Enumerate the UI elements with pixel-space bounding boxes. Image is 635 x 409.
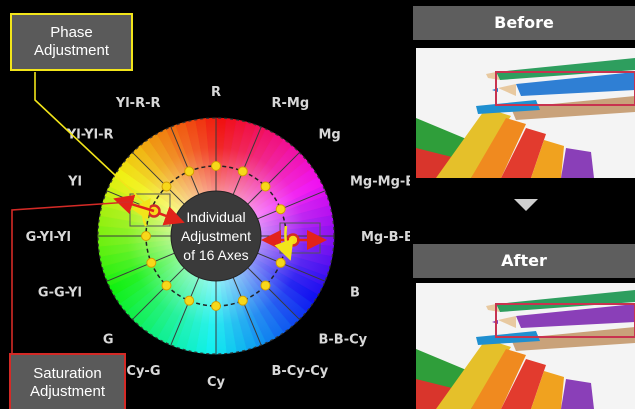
axis-label: Mg-B-B: [361, 230, 410, 245]
axis-label: B-Cy-Cy: [272, 364, 329, 379]
phase-adjustment-callout: Phase Adjustment: [10, 13, 133, 71]
saturation-label-line2: Adjustment: [29, 383, 106, 400]
axis-spoke: [132, 267, 185, 320]
axis-label: G: [103, 333, 114, 348]
axis-dot: [211, 301, 221, 311]
axis-spoke: [257, 252, 326, 282]
axis-dot: [237, 295, 248, 306]
mgbb-arc-arrow: [274, 225, 294, 261]
axis-dot: [275, 204, 286, 215]
after-header: After: [413, 244, 635, 278]
axis-dot: [184, 166, 195, 177]
axis-label: Mg: [319, 128, 341, 143]
axis-dot: [141, 231, 151, 241]
down-arrow-icon: [514, 199, 538, 211]
axis-label: Cy: [207, 375, 226, 390]
axis-dot: [184, 295, 195, 306]
axis-dot: [146, 257, 157, 268]
axis-label: Yl-Yl-R: [66, 128, 114, 143]
axis-dot: [237, 166, 248, 177]
after-highlight-box: [495, 303, 635, 338]
phase-label-line2: Adjustment: [33, 42, 110, 59]
after-pencils-photo: [416, 283, 635, 409]
mgbb-selected-dot: [286, 233, 300, 247]
axis-dot: [211, 161, 221, 171]
axis-spoke: [170, 126, 200, 195]
saturation-label-line1: Saturation: [33, 365, 102, 382]
axis-dot: [260, 280, 271, 291]
axis-spoke: [232, 126, 262, 195]
axis-label: R: [211, 85, 221, 100]
center-label-line1: Individual: [186, 209, 245, 225]
axis-spoke: [232, 277, 262, 346]
axis-spoke: [106, 252, 175, 282]
axis-spoke: [247, 267, 300, 320]
outer-dashed-ring: [97, 117, 335, 355]
pencils-image-before: [416, 48, 635, 178]
axis-label: Cy-G: [126, 364, 160, 379]
axis-spoke: [132, 152, 185, 205]
axis-label: B-B-Cy: [319, 333, 368, 348]
phase-leader-line: [34, 72, 149, 207]
axis-spoke: [257, 190, 326, 220]
saturation-arrow-in: [157, 206, 185, 226]
axis-label: Yl-R-R: [115, 96, 161, 111]
axis-dot: [161, 181, 172, 192]
phase-label-line1: Phase: [50, 24, 93, 41]
color-wheel-diagram: Individual Adjustment of 16 Axes R R-Mg Mg…: [11, 72, 410, 390]
axis-spoke: [170, 277, 200, 346]
axis-label: G-G-Yl: [38, 286, 82, 301]
before-pencils-photo: [416, 48, 635, 178]
before-highlight-box: [495, 71, 635, 106]
axis-label: B: [350, 286, 360, 301]
center-label-line2: Adjustment: [181, 228, 251, 244]
before-header: Before: [413, 6, 635, 40]
saturation-leader-line: [11, 201, 131, 353]
axis-dot: [161, 280, 172, 291]
center-label-line3: of 16 Axes: [183, 247, 248, 263]
axis-spoke: [247, 152, 300, 205]
axis-label: G-Yl-Yl: [26, 230, 71, 245]
pencils-image-after: [416, 283, 635, 409]
axis-dot: [275, 257, 286, 268]
saturation-adjustment-callout: Saturation Adjustment: [9, 353, 126, 409]
axis-label: Mg-Mg-B: [350, 175, 410, 190]
axis-dot: [260, 181, 271, 192]
axis-label: R-Mg: [272, 96, 310, 111]
axis-label: Yl: [67, 175, 82, 190]
axis-labels: R R-Mg Mg Mg-Mg-B Mg-B-B B B-B-Cy B-Cy-Cy Cy Cy-G…: [26, 85, 410, 390]
